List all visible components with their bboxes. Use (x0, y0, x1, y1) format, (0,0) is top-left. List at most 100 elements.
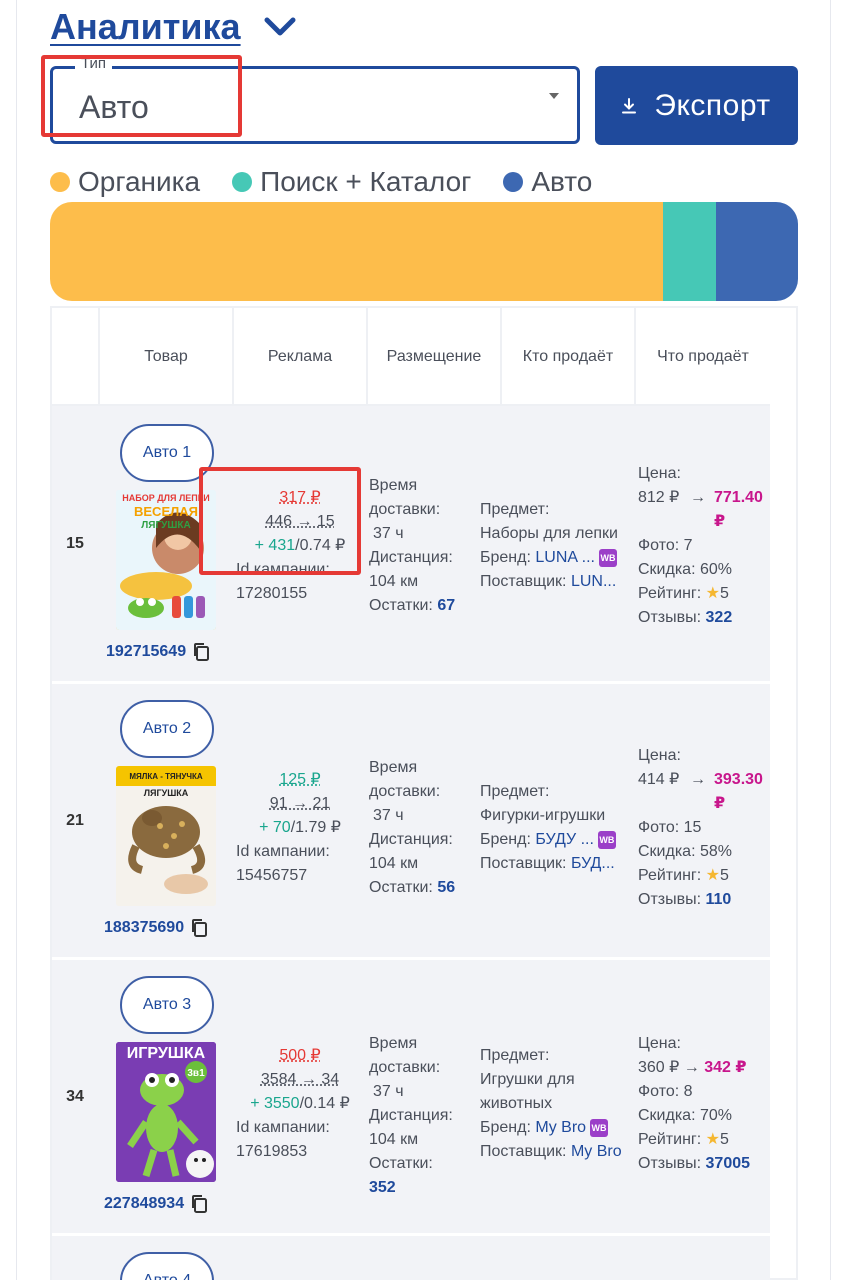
seller-cell: Предмет: Фигурки-игрушки Бренд: БУДУ ...… (480, 684, 634, 957)
table-row: 34 Авто 3 ИГРУШКА 3в1 (52, 960, 770, 1236)
supplier-label: Поставщик: (480, 1143, 567, 1160)
stock-label: Остатки: (369, 1155, 433, 1172)
subject-value: Фигурки-игрушки (480, 804, 634, 828)
ad-positions[interactable]: 3584 → 34 (261, 1071, 339, 1088)
goods-cell: Цена: 360 ₽ → 342 ₽ Фото: 8 Скидка: 70% … (636, 960, 770, 1233)
stock-label: Остатки: (369, 597, 433, 614)
rating-value: 5 (720, 585, 729, 602)
share-bar-segment[interactable] (716, 202, 798, 301)
header-placement[interactable]: Размещение (368, 308, 500, 406)
campaign-id: 17280155 (236, 582, 330, 606)
legend-item-auto: Авто (503, 166, 592, 198)
position-rank: 21 (52, 684, 98, 957)
delivery-label: Время доставки: (369, 474, 459, 522)
discount-value: 60% (700, 561, 732, 578)
seller-info: Предмет: Фигурки-игрушки Бренд: БУДУ ...… (480, 780, 634, 876)
legend-dot-search (232, 172, 252, 192)
campaign-badge[interactable]: Авто 2 (120, 700, 214, 758)
supplier-label: Поставщик: (480, 855, 567, 872)
photo-label: Фото: (638, 537, 679, 554)
price-old: 360 ₽ (638, 1059, 679, 1076)
legend-dot-organic (50, 172, 70, 192)
product-image[interactable]: ИГРУШКА 3в1 (116, 1042, 216, 1182)
placement-info: Время доставки: 37 ч Дистанция: 104 км О… (369, 474, 459, 618)
supplier-link[interactable]: LUN... (571, 573, 616, 590)
brand-label: Бренд: (480, 549, 531, 566)
discount-value: 70% (700, 1107, 732, 1124)
header-seller[interactable]: Кто продаёт (502, 308, 634, 406)
rating-value: 5 (720, 1131, 729, 1148)
arrow-right-icon: → (690, 486, 706, 510)
photo-value: 15 (684, 819, 702, 836)
supplier-link[interactable]: БУД... (571, 855, 615, 872)
seller-info: Предмет: Наборы для лепки Бренд: LUNA ..… (480, 498, 634, 594)
table-header: Товар Реклама Размещение Кто продаёт Что… (52, 308, 770, 406)
product-image[interactable]: МЯЛКА - ТЯНУЧКА ЛЯГУШКА (116, 766, 216, 906)
legend-item-organic: Органика (50, 166, 200, 198)
rating-label: Рейтинг: (638, 1131, 701, 1148)
supplier-link[interactable]: My Bro (571, 1143, 622, 1160)
ads-cell: 125 ₽ 91 → 21 + 70/1.79 ₽ Id кампании: 1… (234, 684, 366, 957)
delivery-value: 37 ч (369, 1080, 459, 1104)
brand-link[interactable]: My Bro (535, 1119, 586, 1136)
photo-value: 8 (684, 1083, 693, 1100)
sku-copy[interactable]: 227848934 (104, 1194, 208, 1214)
chevron-down-icon[interactable] (263, 10, 297, 44)
annotation-highlight-type (41, 55, 242, 137)
share-bar-segment[interactable] (663, 202, 715, 301)
price-label: Цена: (638, 462, 770, 486)
reviews-value: 322 (706, 609, 733, 626)
product-cell: Авто 2 МЯЛКА - ТЯНУЧКА ЛЯГУШКА 188375690 (100, 684, 232, 957)
header-goods[interactable]: Что продаёт (636, 308, 770, 406)
page-title[interactable]: Аналитика (50, 6, 241, 48)
supplier-label: Поставщик: (480, 573, 567, 590)
rating-label: Рейтинг: (638, 867, 701, 884)
legend-label: Авто (531, 166, 592, 198)
ad-stats: 125 ₽ 91 → 21 + 70/1.79 ₽ (234, 768, 366, 840)
campaign-badge[interactable]: Авто 3 (120, 976, 214, 1034)
position-rank: 15 (52, 406, 98, 681)
campaign-id: 15456757 (236, 864, 330, 888)
brand-label: Бренд: (480, 1119, 531, 1136)
campaign-badge[interactable]: Авто 4 (120, 1252, 214, 1280)
ad-cpc: /1.79 ₽ (291, 819, 341, 836)
distance-label: Дистанция: (369, 546, 459, 570)
sku-copy[interactable]: 188375690 (104, 918, 208, 938)
export-label: Экспорт (654, 89, 770, 123)
sku-number[interactable]: 188375690 (104, 919, 184, 937)
placement-info: Время доставки: 37 ч Дистанция: 104 км О… (369, 756, 459, 900)
table-row: 21 Авто 2 МЯЛКА - ТЯНУЧКА ЛЯГУШКА (52, 684, 770, 960)
image-text: МЯЛКА - ТЯНУЧКА (129, 772, 203, 781)
price-label: Цена: (638, 744, 770, 768)
ad-stats: 500 ₽ 3584 → 34 + 3550/0.14 ₽ (234, 1044, 366, 1116)
ad-bid[interactable]: 125 ₽ (279, 771, 320, 788)
subject-value: Игрушки для животных (480, 1068, 610, 1116)
goods-cell: Цена: 812 ₽ → 771.40 ₽ Фото: 7 Скидка: 6… (636, 406, 770, 681)
photo-value: 7 (684, 537, 693, 554)
discount-label: Скидка: (638, 561, 696, 578)
ad-bid[interactable]: 500 ₽ (279, 1047, 320, 1064)
distance-value: 104 км (369, 852, 459, 876)
placement-info: Время доставки: 37 ч Дистанция: 104 км О… (369, 1032, 459, 1200)
export-button[interactable]: Экспорт (595, 66, 798, 145)
copy-icon[interactable] (190, 1194, 208, 1214)
ad-positions[interactable]: 91 → 21 (270, 795, 330, 812)
copy-icon[interactable] (190, 918, 208, 938)
price-new: 342 ₽ (704, 1059, 746, 1076)
reviews-label: Отзывы: (638, 1155, 701, 1172)
sku-number[interactable]: 227848934 (104, 1195, 184, 1213)
header-product[interactable]: Товар (100, 308, 232, 406)
header-ads[interactable]: Реклама (234, 308, 366, 406)
copy-icon[interactable] (192, 642, 210, 662)
image-text: ВЕСЕЛАЯ (134, 504, 198, 519)
brand-link[interactable]: БУДУ ... (535, 831, 594, 848)
campaign-id-block: Id кампании: 15456757 (236, 840, 330, 888)
sku-copy[interactable]: 192715649 (106, 642, 210, 662)
share-bar-segment[interactable] (50, 202, 663, 301)
sku-number[interactable]: 192715649 (106, 643, 186, 661)
legend-dot-auto (503, 172, 523, 192)
brand-link[interactable]: LUNA ... (535, 549, 595, 566)
image-text: ЛЯГУШКА (144, 788, 189, 798)
delivery-value: 37 ч (369, 522, 459, 546)
wb-badge: WB (590, 1119, 608, 1137)
